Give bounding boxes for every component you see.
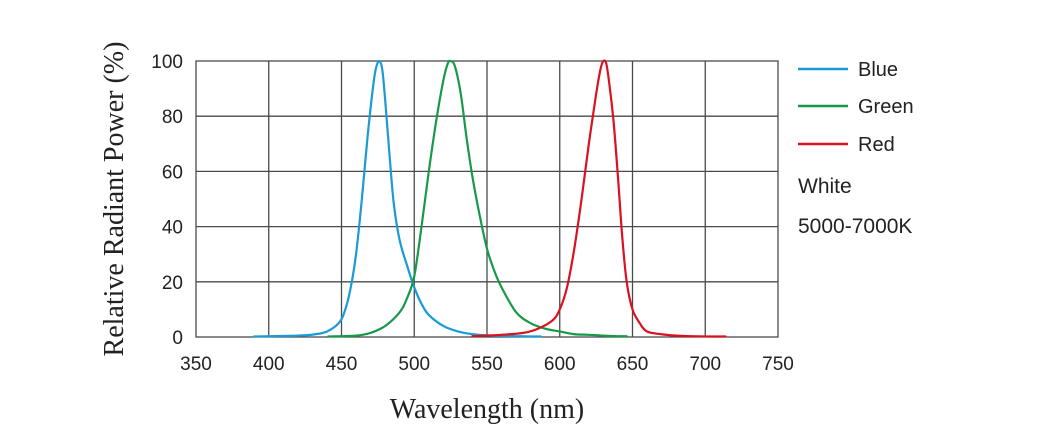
- x-tick-label: 350: [180, 354, 212, 375]
- x-tick-label: 600: [544, 354, 576, 375]
- legend-label-blue: Blue: [858, 59, 898, 81]
- x-tick-label: 400: [253, 354, 285, 375]
- legend-label-green: Green: [858, 96, 914, 118]
- y-tick-label: 80: [162, 107, 183, 128]
- y-axis-title: Relative Radiant Power (%): [99, 42, 130, 357]
- white-note-label: White: [798, 175, 852, 198]
- series-line-red: [471, 59, 727, 338]
- y-tick-label: 0: [172, 328, 183, 349]
- series-line-blue: [253, 59, 542, 338]
- x-tick-label: 450: [326, 354, 358, 375]
- x-tick-label: 650: [617, 354, 649, 375]
- chart-grid: [196, 61, 778, 337]
- y-tick-label: 100: [151, 52, 183, 73]
- x-tick-label: 700: [689, 354, 721, 375]
- x-axis-title: Wavelength (nm): [390, 394, 584, 425]
- tick-labels: 350 400 450 500 550 600 650 700 750 0 20 40 60 80 100: [151, 52, 794, 375]
- series-line-green: [327, 59, 628, 338]
- series-layer: [253, 59, 727, 338]
- y-tick-label: 40: [162, 218, 183, 239]
- y-tick-label: 20: [162, 273, 183, 294]
- legend: Blue Green Red White 5000-7000K: [798, 59, 914, 238]
- x-tick-label: 750: [762, 354, 794, 375]
- legend-label-red: Red: [858, 134, 895, 156]
- cct-range-label: 5000-7000K: [798, 215, 912, 238]
- x-tick-label: 500: [398, 354, 430, 375]
- plot-frame: [195, 60, 779, 338]
- y-tick-label: 60: [162, 162, 183, 183]
- x-tick-label: 550: [471, 354, 503, 375]
